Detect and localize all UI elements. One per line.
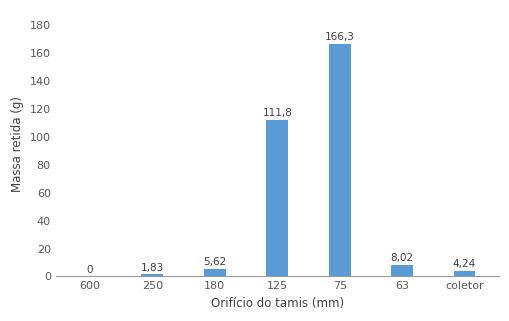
Bar — [141, 274, 163, 276]
X-axis label: Orifício do tamis (mm): Orifício do tamis (mm) — [210, 297, 343, 310]
Bar — [328, 44, 350, 276]
Text: 1,83: 1,83 — [140, 263, 164, 273]
Bar — [266, 120, 288, 276]
Text: 8,02: 8,02 — [390, 253, 413, 263]
Text: 166,3: 166,3 — [324, 32, 354, 42]
Text: 5,62: 5,62 — [203, 256, 226, 266]
Y-axis label: Massa retida (g): Massa retida (g) — [11, 96, 24, 192]
Bar — [390, 265, 412, 276]
Text: 4,24: 4,24 — [452, 259, 475, 269]
Bar — [204, 269, 225, 276]
Text: 111,8: 111,8 — [262, 108, 292, 118]
Bar — [453, 271, 474, 276]
Text: 0: 0 — [87, 265, 93, 275]
